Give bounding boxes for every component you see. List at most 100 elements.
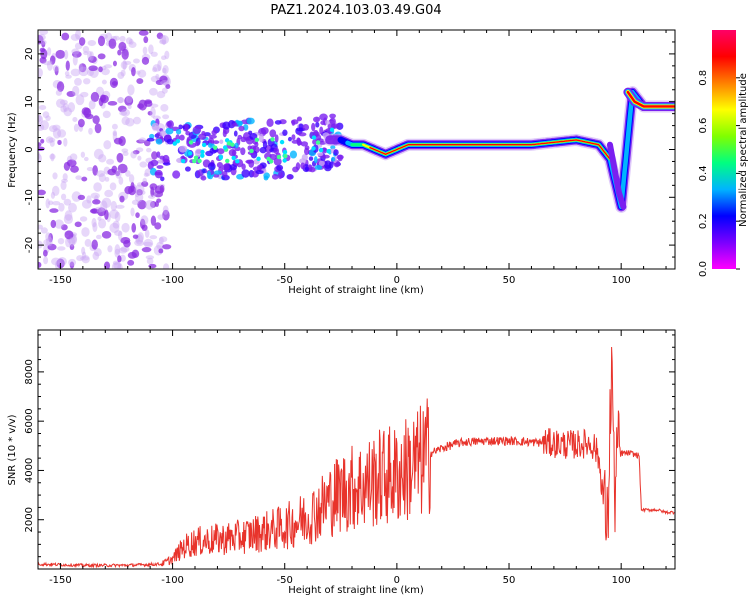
- x-tick-label: -50: [277, 575, 293, 586]
- heatmap-bright-cell: [201, 142, 207, 148]
- heatmap-noise-cell: [152, 115, 161, 120]
- heatmap-noise-cell: [138, 30, 149, 36]
- heatmap-bright-cell: [318, 147, 324, 153]
- heatmap-noise-cell: [91, 239, 98, 250]
- heatmap-bright-cell: [225, 158, 230, 164]
- heatmap-spur-band: [606, 141, 627, 210]
- y-tick-label: 6000: [24, 408, 35, 433]
- heatmap-noise-cell: [117, 71, 125, 80]
- heatmap-noise-cell: [149, 87, 158, 96]
- heatmap-noise-cell: [125, 117, 135, 127]
- heatmap-noise-cell: [120, 246, 130, 253]
- x-tick-label: 50: [503, 575, 516, 586]
- heatmap-noise-cell: [141, 56, 150, 65]
- heatmap-noise-cell: [45, 232, 52, 242]
- heatmap-noise-cell: [81, 227, 90, 237]
- heatmap-noise-cell: [48, 200, 54, 206]
- heatmap-bright-cell: [226, 141, 232, 146]
- heatmap-bright-cell: [222, 145, 228, 150]
- heatmap-cluster-cell: [308, 156, 314, 161]
- heatmap-noise-cell: [63, 214, 74, 225]
- heatmap-noise-cell: [97, 216, 102, 221]
- x-tick-label: -100: [161, 275, 184, 286]
- heatmap-noise-cell: [114, 211, 121, 222]
- heatmap-noise-cell: [146, 257, 154, 265]
- heatmap-cluster-cell: [291, 119, 296, 126]
- heatmap-bright-cell: [282, 158, 287, 163]
- heatmap-noise-cell: [38, 33, 46, 41]
- heatmap-noise-cell: [97, 35, 106, 47]
- heatmap-noise-cell: [80, 151, 86, 158]
- heatmap-noise-cell: [144, 229, 150, 238]
- snr-series-clip: [38, 346, 675, 569]
- heatmap-noise-cell: [111, 165, 118, 173]
- heatmap-cluster-cell: [149, 133, 155, 139]
- heatmap-noise-cell: [71, 191, 82, 202]
- heatmap-noise-cell: [120, 108, 131, 117]
- heatmap-noise-cell: [54, 260, 60, 269]
- heatmap-noise-cell: [141, 181, 149, 187]
- heatmap-noise-cell: [132, 150, 140, 155]
- heatmap-cluster-cell: [258, 133, 264, 143]
- x-tick-label: -150: [49, 275, 72, 286]
- snr-y-label: SNR (10 * v/v): [7, 414, 18, 485]
- heatmap-noise-cell: [149, 235, 158, 240]
- heatmap-noise-cell: [117, 105, 127, 113]
- heatmap-noise-cell: [83, 156, 89, 162]
- heatmap-noise-cell: [42, 111, 50, 119]
- heatmap-cluster-cell: [317, 152, 324, 157]
- heatmap-noise-cell: [50, 219, 57, 229]
- heatmap-noise-cell: [124, 60, 132, 65]
- heatmap-noise-cell: [60, 181, 67, 191]
- heatmap-noise-cell: [112, 260, 119, 266]
- heatmap-noise-cell: [161, 35, 167, 46]
- heatmap-noise-cell: [70, 165, 79, 173]
- heatmap-cluster-cell: [304, 166, 310, 171]
- heatmap-cluster-cell: [178, 145, 188, 153]
- heatmap-noise-cell: [134, 192, 144, 203]
- heatmap-noise-cell: [117, 263, 123, 269]
- heatmap-noise-cell: [138, 137, 147, 143]
- heatmap-noise-cell: [81, 199, 92, 209]
- heatmap-noise-cell: [92, 251, 100, 261]
- snr-frame: [37, 329, 676, 570]
- heatmap-noise-cell: [66, 91, 76, 98]
- heatmap-noise-cell: [137, 155, 142, 161]
- heatmap-noise-cell: [63, 198, 72, 206]
- heatmap-bright-cell: [311, 135, 317, 140]
- heatmap-noise-cell: [81, 246, 86, 255]
- heatmap-noise-cell: [111, 262, 122, 269]
- heatmap-noise-cell: [140, 215, 149, 226]
- snr-x-axis: -150 -100 -50 0 50 100: [37, 330, 667, 586]
- heatmap-noise-cell: [150, 215, 157, 226]
- heatmap-noise-cell: [65, 60, 70, 71]
- heatmap-noise-cell: [72, 85, 80, 96]
- heatmap-noise-cell: [48, 125, 58, 133]
- heatmap-noise-cell: [49, 153, 56, 160]
- heatmap-noise-cell: [76, 255, 84, 262]
- heatmap-noise-cell: [109, 222, 120, 234]
- heatmap-cluster-cell: [313, 156, 318, 164]
- heatmap-noise-cell: [132, 234, 139, 239]
- heatmap-bright-cell: [230, 142, 235, 147]
- heatmap-noise-cell: [87, 50, 92, 61]
- heatmap-noise-cell: [159, 184, 165, 194]
- heatmap-cluster-cell: [157, 159, 165, 164]
- x-tick-label: 100: [612, 275, 631, 286]
- heatmap-cluster-cell: [237, 134, 243, 140]
- heatmap-noise-cell: [83, 78, 91, 85]
- heatmap-cluster-cell: [184, 166, 191, 172]
- heatmap-noise-cell: [52, 124, 61, 131]
- heatmap-noise-cell: [151, 151, 158, 160]
- heatmap-noise-cell: [68, 237, 76, 247]
- heatmap-noise-cell: [112, 60, 117, 67]
- colorbar-tick-label: 0.8: [698, 70, 709, 86]
- heatmap-cluster-cell: [167, 120, 174, 129]
- heatmap-noise-cell: [50, 153, 55, 162]
- heatmap-noise-cell: [127, 104, 132, 110]
- heatmap-noise-cell: [46, 236, 53, 247]
- heatmap-noise-cell: [71, 51, 82, 58]
- colorbar: 0.0 0.2 0.4 0.6 0.8 Normalized spectral ampl…: [698, 30, 749, 277]
- heatmap-noise-cell: [55, 49, 66, 59]
- heatmap-cluster-cell: [304, 147, 310, 156]
